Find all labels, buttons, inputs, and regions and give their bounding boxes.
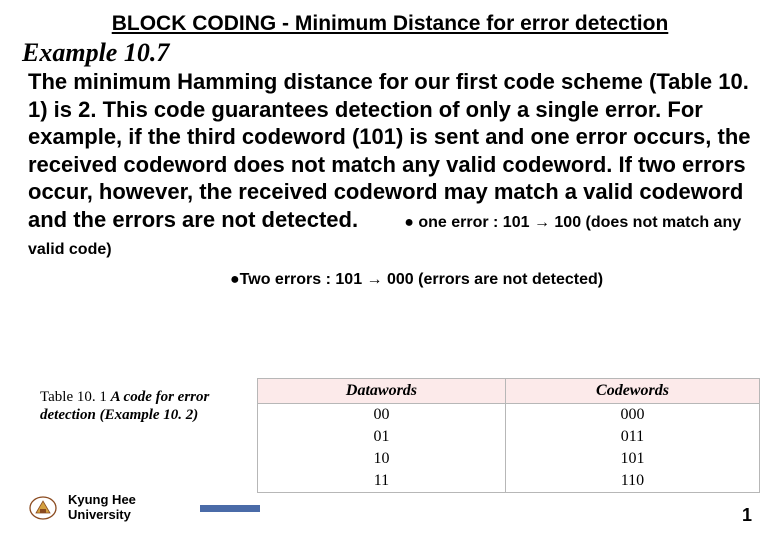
cell-dataword: 10 xyxy=(258,448,506,470)
university-line2: University xyxy=(68,508,136,522)
example-label: Example 10.7 xyxy=(0,38,780,68)
bullet-two-result: 000 (errors are not detected) xyxy=(387,271,603,288)
arrow-icon: → xyxy=(534,214,550,231)
bullet-dot-icon: ● xyxy=(230,271,240,288)
university-logo-icon xyxy=(28,495,58,521)
university-name: Kyung Hee University xyxy=(68,493,136,522)
header-datawords: Datawords xyxy=(258,379,506,404)
header-codewords: Codewords xyxy=(505,379,759,404)
cell-codeword: 011 xyxy=(505,426,759,448)
table-header-row: Datawords Codewords xyxy=(258,379,760,404)
slide-title: BLOCK CODING - Minimum Distance for erro… xyxy=(0,0,780,36)
table-row: 01 011 xyxy=(258,426,760,448)
table-caption: Table 10. 1 A code for error detection (… xyxy=(40,388,210,424)
body-text-span: The minimum Hamming distance for our fir… xyxy=(28,69,751,232)
page-number: 1 xyxy=(742,505,752,526)
bullet-one-label: one error : 101 xyxy=(418,214,529,231)
university-line1: Kyung Hee xyxy=(68,493,136,507)
code-table: Datawords Codewords 00 000 01 011 10 101… xyxy=(257,378,760,493)
bullet-two: ●Two errors : 101 → 000 (errors are not … xyxy=(230,271,780,289)
caption-prefix: Table 10. 1 xyxy=(40,389,111,405)
cell-dataword: 11 xyxy=(258,470,506,493)
decorative-line xyxy=(200,505,260,512)
cell-codeword: 101 xyxy=(505,448,759,470)
code-table-wrap: Datawords Codewords 00 000 01 011 10 101… xyxy=(257,378,760,493)
table-row: 11 110 xyxy=(258,470,760,493)
table-row: 10 101 xyxy=(258,448,760,470)
cell-dataword: 01 xyxy=(258,426,506,448)
bullet-two-label: Two errors : 101 xyxy=(240,271,362,288)
bullet-dot-icon: ● xyxy=(404,214,414,231)
footer: Kyung Hee University xyxy=(28,493,136,522)
cell-codeword: 110 xyxy=(505,470,759,493)
cell-codeword: 000 xyxy=(505,404,759,427)
cell-dataword: 00 xyxy=(258,404,506,427)
body-paragraph: The minimum Hamming distance for our fir… xyxy=(0,68,780,261)
table-row: 00 000 xyxy=(258,404,760,427)
arrow-icon: → xyxy=(367,271,383,288)
